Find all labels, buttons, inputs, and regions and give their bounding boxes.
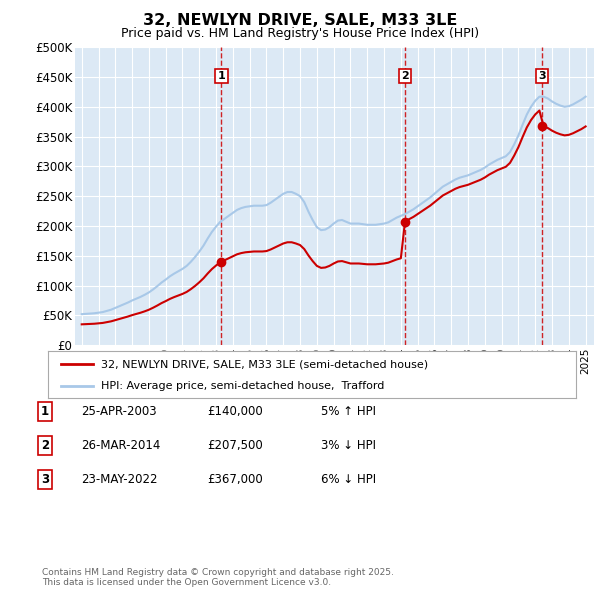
Text: 6% ↓ HPI: 6% ↓ HPI — [321, 473, 376, 486]
Text: 1: 1 — [41, 405, 49, 418]
Text: 2: 2 — [401, 71, 409, 81]
Text: HPI: Average price, semi-detached house,  Trafford: HPI: Average price, semi-detached house,… — [101, 382, 384, 391]
Text: 3% ↓ HPI: 3% ↓ HPI — [321, 439, 376, 452]
Text: £367,000: £367,000 — [207, 473, 263, 486]
Text: £207,500: £207,500 — [207, 439, 263, 452]
Text: 3: 3 — [538, 71, 545, 81]
Text: 32, NEWLYN DRIVE, SALE, M33 3LE (semi-detached house): 32, NEWLYN DRIVE, SALE, M33 3LE (semi-de… — [101, 359, 428, 369]
Text: 2: 2 — [41, 439, 49, 452]
Text: 26-MAR-2014: 26-MAR-2014 — [81, 439, 160, 452]
Text: £140,000: £140,000 — [207, 405, 263, 418]
Text: 3: 3 — [41, 473, 49, 486]
Text: 23-MAY-2022: 23-MAY-2022 — [81, 473, 157, 486]
Text: Contains HM Land Registry data © Crown copyright and database right 2025.
This d: Contains HM Land Registry data © Crown c… — [42, 568, 394, 587]
Text: 32, NEWLYN DRIVE, SALE, M33 3LE: 32, NEWLYN DRIVE, SALE, M33 3LE — [143, 13, 457, 28]
Text: Price paid vs. HM Land Registry's House Price Index (HPI): Price paid vs. HM Land Registry's House … — [121, 27, 479, 40]
Text: 1: 1 — [218, 71, 226, 81]
Text: 5% ↑ HPI: 5% ↑ HPI — [321, 405, 376, 418]
Text: 25-APR-2003: 25-APR-2003 — [81, 405, 157, 418]
